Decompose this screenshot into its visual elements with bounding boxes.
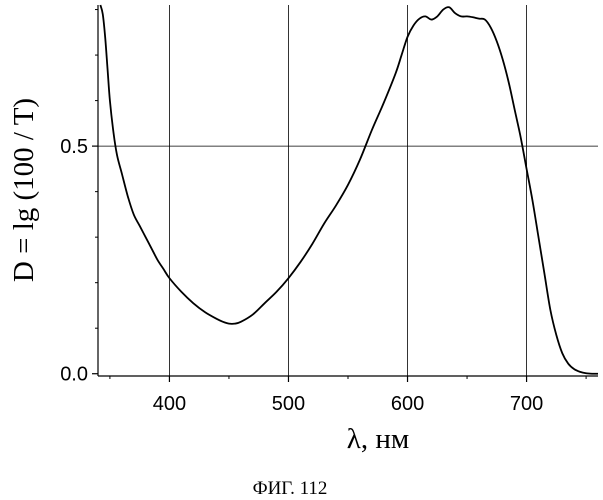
x-tick-label: 700	[510, 393, 543, 415]
x-tick-label: 400	[153, 393, 186, 415]
x-axis-title: λ, нм	[347, 423, 409, 455]
y-axis-title: D = lg (100 / T)	[8, 98, 40, 282]
y-tick-label: 0.0	[60, 364, 88, 386]
x-tick-label: 500	[272, 393, 305, 415]
grid	[98, 5, 598, 376]
x-tick-label: 600	[391, 393, 424, 415]
y-tick-label: 0.5	[60, 136, 88, 158]
absorbance-curve	[100, 5, 598, 374]
axes	[98, 5, 598, 376]
ticks: 400 500 600 700 0.0 0.5	[60, 10, 586, 415]
series	[100, 5, 598, 374]
figure-caption: ФИГ. 112	[253, 478, 328, 499]
